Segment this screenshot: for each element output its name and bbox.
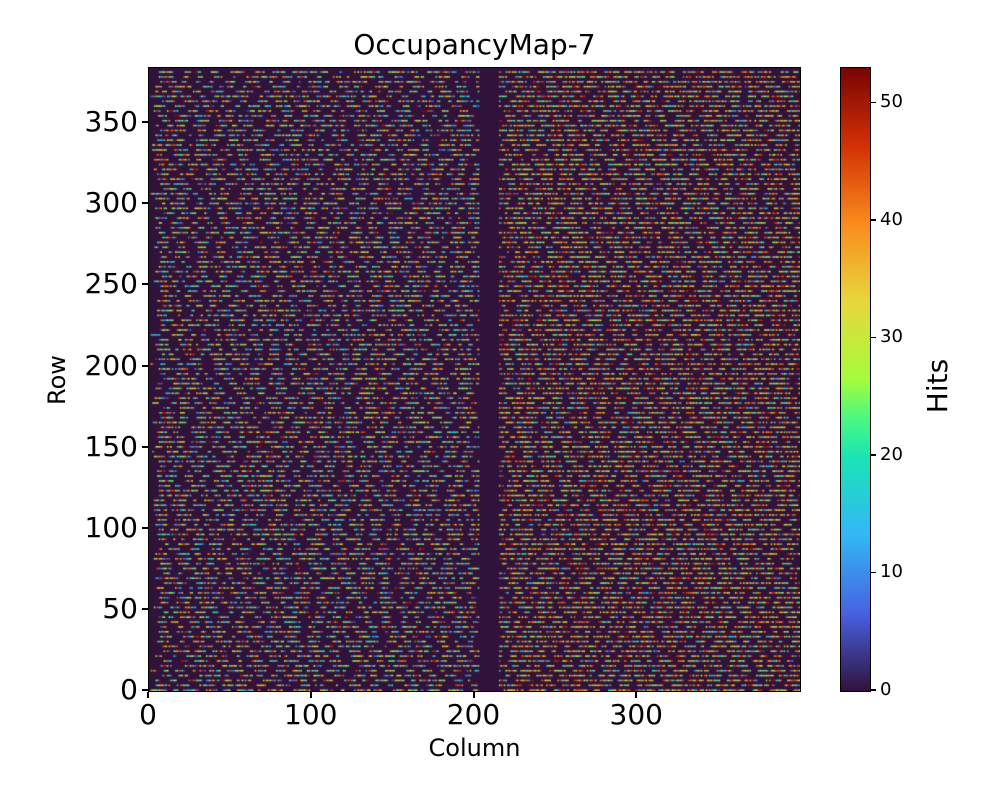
- x-tick-mark: [309, 692, 312, 698]
- y-tick-label: 100: [84, 510, 138, 544]
- x-tick-label: 200: [446, 698, 501, 731]
- y-tick-label: 0: [120, 673, 138, 706]
- x-tick-label: 100: [284, 698, 338, 731]
- x-tick-label: 0: [139, 698, 157, 731]
- y-tick-label: 250: [84, 267, 138, 301]
- y-tick-label: 150: [84, 429, 138, 463]
- colorbar-tick-label: 30: [880, 326, 903, 348]
- y-tick-label: 350: [84, 105, 138, 139]
- colorbar-tick-label: 50: [880, 91, 903, 113]
- chart-title: OccupancyMap-7: [353, 28, 596, 61]
- colorbar-tick-label: 20: [880, 443, 903, 465]
- colorbar-tick-label: 40: [880, 208, 903, 230]
- heatmap-canvas: [149, 68, 800, 691]
- colorbar-tick-mark: [871, 454, 876, 456]
- y-tick-label: 50: [102, 591, 138, 625]
- colorbar: [840, 67, 871, 692]
- colorbar-tick-mark: [871, 571, 876, 574]
- x-tick-mark: [635, 692, 638, 698]
- y-tick-label: 300: [84, 186, 138, 220]
- y-tick-mark: [142, 283, 148, 286]
- colorbar-tick-label: 0: [880, 679, 892, 700]
- y-axis-label: Row: [43, 355, 71, 405]
- colorbar-tick-mark: [871, 219, 876, 221]
- y-tick-label: 200: [84, 348, 138, 382]
- y-tick-mark: [142, 121, 148, 124]
- colorbar-tick-mark: [871, 689, 876, 691]
- y-tick-mark: [142, 607, 148, 610]
- plot-area: [148, 67, 801, 692]
- colorbar-tick-mark: [871, 101, 876, 103]
- y-tick-mark: [142, 689, 148, 691]
- colorbar-label: Hits: [921, 358, 954, 414]
- y-tick-mark: [142, 526, 148, 529]
- x-tick-mark: [472, 692, 475, 698]
- colorbar-tick-mark: [871, 336, 876, 339]
- y-tick-mark: [142, 445, 148, 448]
- colorbar-tick-label: 10: [880, 561, 903, 583]
- x-tick-mark: [147, 692, 149, 698]
- x-tick-label: 300: [609, 698, 663, 731]
- y-tick-mark: [142, 202, 148, 205]
- y-tick-mark: [142, 364, 148, 367]
- x-axis-label: Column: [428, 734, 521, 762]
